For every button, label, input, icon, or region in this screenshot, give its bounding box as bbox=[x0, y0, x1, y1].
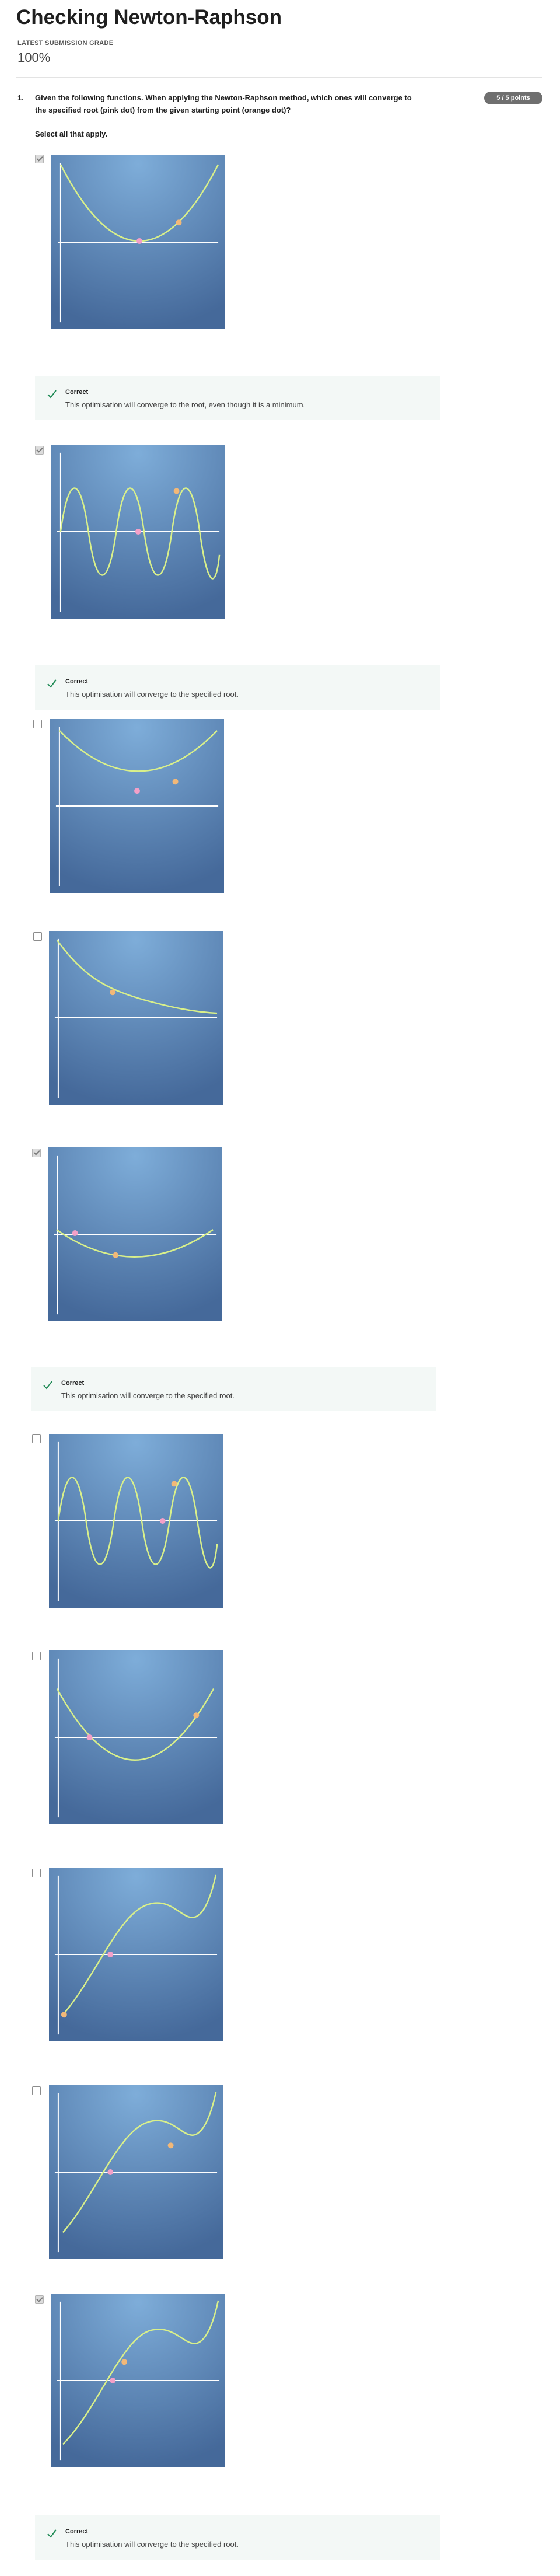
option-1-plot bbox=[51, 155, 225, 329]
option-5-plot bbox=[48, 1147, 222, 1321]
orange-dot bbox=[193, 1712, 200, 1719]
pink-dot bbox=[136, 238, 142, 244]
orange-dot bbox=[172, 779, 178, 785]
check-icon bbox=[47, 390, 57, 399]
orange-dot bbox=[167, 2142, 174, 2149]
option-2-plot bbox=[51, 445, 225, 619]
option-10-feedback: Correct This optimisation will converge … bbox=[35, 2515, 440, 2560]
pink-dot bbox=[135, 529, 141, 535]
orange-dot bbox=[173, 488, 180, 494]
feedback-title: Correct bbox=[65, 678, 89, 685]
function-curve bbox=[60, 487, 220, 580]
function-curve bbox=[62, 2300, 219, 2445]
question-number: 1. bbox=[18, 93, 24, 102]
option-8-checkbox[interactable] bbox=[32, 1869, 41, 1877]
points-badge: 5 / 5 points bbox=[484, 92, 542, 104]
pink-dot bbox=[107, 2169, 114, 2175]
orange-dot bbox=[176, 219, 182, 226]
feedback-title: Correct bbox=[65, 389, 89, 396]
feedback-text: This optimisation will converge to the s… bbox=[65, 2540, 239, 2549]
option-6-plot bbox=[49, 1434, 223, 1608]
feedback-text: This optimisation will converge to the s… bbox=[61, 1391, 235, 1400]
function-curve bbox=[57, 1477, 218, 1569]
function-curve bbox=[56, 1229, 214, 1258]
check-icon bbox=[47, 679, 57, 688]
option-4-plot bbox=[49, 931, 223, 1105]
pink-dot bbox=[110, 2378, 116, 2383]
grade-value: 100% bbox=[18, 50, 51, 65]
option-3-checkbox[interactable] bbox=[33, 720, 42, 728]
divider bbox=[16, 77, 542, 78]
question-text: Given the following functions. When appl… bbox=[35, 93, 412, 114]
option-4-checkbox[interactable] bbox=[33, 932, 42, 941]
option-2-checkbox[interactable] bbox=[35, 446, 44, 455]
option-1-checkbox[interactable] bbox=[35, 155, 44, 163]
option-2-feedback: Correct This optimisation will converge … bbox=[35, 665, 440, 710]
orange-dot bbox=[121, 2359, 128, 2365]
function-curve bbox=[62, 2092, 217, 2233]
pink-dot bbox=[107, 1952, 114, 1957]
option-10-plot bbox=[51, 2294, 225, 2467]
feedback-title: Correct bbox=[61, 1380, 85, 1387]
option-8-plot bbox=[49, 1868, 223, 2041]
function-curve bbox=[59, 730, 218, 772]
pink-dot bbox=[159, 1518, 166, 1524]
orange-dot bbox=[110, 989, 116, 996]
orange-dot bbox=[113, 1252, 119, 1258]
option-5-checkbox[interactable] bbox=[32, 1149, 41, 1157]
option-9-checkbox[interactable] bbox=[32, 2086, 41, 2095]
feedback-title: Correct bbox=[65, 2528, 89, 2535]
question-hint: Select all that apply. bbox=[35, 130, 108, 138]
option-7-plot bbox=[49, 1650, 223, 1824]
pink-dot bbox=[134, 788, 140, 794]
option-7-checkbox[interactable] bbox=[32, 1652, 41, 1660]
page-title: Checking Newton-Raphson bbox=[16, 6, 282, 29]
function-curve bbox=[62, 1874, 217, 2016]
option-6-checkbox[interactable] bbox=[32, 1434, 41, 1443]
check-icon bbox=[43, 1381, 52, 1390]
grade-label: LATEST SUBMISSION GRADE bbox=[18, 40, 114, 47]
orange-dot bbox=[61, 2012, 67, 2018]
function-curve bbox=[56, 940, 218, 1014]
function-curve bbox=[56, 1688, 215, 1761]
option-1-feedback: Correct This optimisation will converge … bbox=[35, 376, 440, 420]
pink-dot bbox=[86, 1734, 93, 1740]
option-9-plot bbox=[49, 2085, 223, 2259]
feedback-text: This optimisation will converge to the r… bbox=[65, 400, 306, 409]
pink-dot bbox=[72, 1230, 78, 1236]
check-icon bbox=[47, 2529, 57, 2538]
option-5-feedback: Correct This optimisation will converge … bbox=[31, 1367, 436, 1411]
option-3-plot bbox=[50, 719, 224, 893]
orange-dot bbox=[171, 1481, 177, 1487]
option-10-checkbox[interactable] bbox=[35, 2295, 44, 2304]
feedback-text: This optimisation will converge to the s… bbox=[65, 690, 239, 699]
